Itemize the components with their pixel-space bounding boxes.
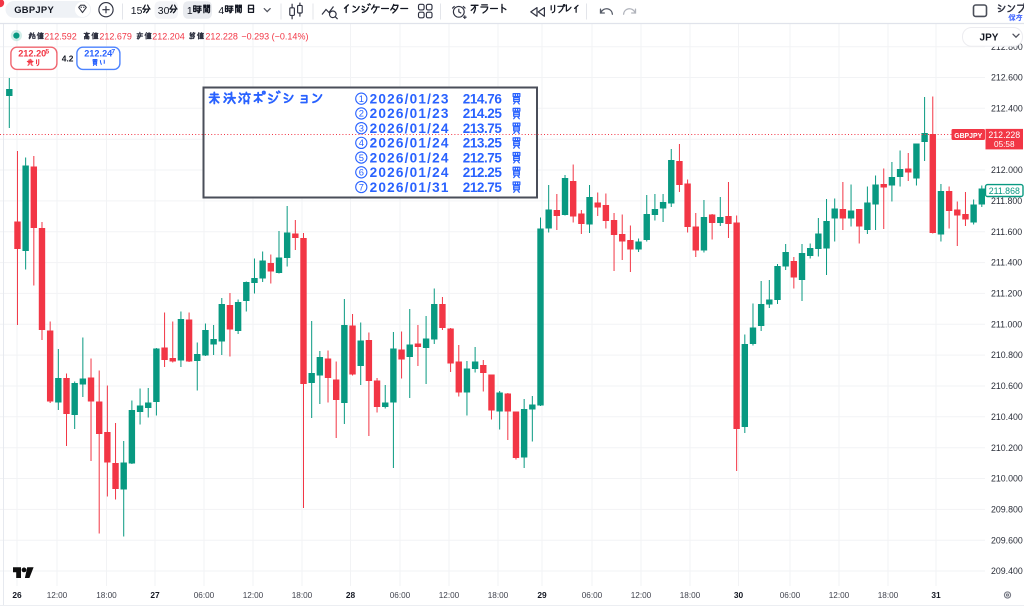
svg-text:210.800: 210.800 [991,350,1023,360]
svg-text:4: 4 [218,6,224,17]
svg-text:214.76: 214.76 [463,92,503,107]
svg-text:5: 5 [359,152,364,163]
svg-text:18:00: 18:00 [96,591,117,600]
svg-text:210.400: 210.400 [991,412,1023,422]
svg-text:209.800: 209.800 [991,505,1023,515]
svg-text:212.600: 212.600 [991,73,1023,83]
svg-text:212.75: 212.75 [463,180,503,195]
svg-text:2026/01/31: 2026/01/31 [370,180,450,195]
svg-text:30: 30 [734,590,744,600]
svg-text:213.25: 213.25 [463,136,503,151]
svg-text:06:00: 06:00 [390,591,411,600]
svg-text:3: 3 [359,122,364,133]
svg-text:2026/01/24: 2026/01/24 [370,121,450,136]
svg-text:06:00: 06:00 [780,591,801,600]
svg-text:1: 1 [359,93,364,104]
svg-text:2026/01/24: 2026/01/24 [370,165,450,180]
svg-text:211.800: 211.800 [991,196,1022,206]
svg-text:2026/01/24: 2026/01/24 [370,136,450,151]
svg-text:7: 7 [359,181,364,192]
svg-text:212.679: 212.679 [99,31,132,41]
svg-text:GBPJPY: GBPJPY [14,4,54,15]
svg-text:−0.293 (−0.14%): −0.293 (−0.14%) [241,31,308,41]
svg-text:26: 26 [12,590,22,600]
svg-text:18:00: 18:00 [488,591,509,600]
svg-text:212.228: 212.228 [205,31,238,41]
svg-text:6: 6 [359,167,364,178]
svg-text:12:00: 12:00 [829,591,850,600]
svg-text:15: 15 [131,6,143,17]
svg-text:06:00: 06:00 [582,591,603,600]
svg-text:1: 1 [187,6,193,17]
svg-text:209.600: 209.600 [991,535,1023,545]
svg-text:213.75: 213.75 [463,121,503,136]
svg-text:4.2: 4.2 [62,53,74,63]
svg-text:18:00: 18:00 [878,591,899,600]
svg-text:212.400: 212.400 [991,103,1023,113]
svg-text:209.400: 209.400 [991,566,1023,576]
svg-text:210.600: 210.600 [991,381,1023,391]
svg-text:211.000: 211.000 [991,319,1022,329]
svg-text:05:58: 05:58 [994,140,1015,149]
svg-text:27: 27 [150,590,160,600]
svg-text:211.400: 211.400 [991,258,1022,268]
svg-text:12:00: 12:00 [243,591,264,600]
svg-text:29: 29 [537,590,547,600]
svg-text:212.25: 212.25 [463,165,503,180]
svg-text:211.200: 211.200 [991,289,1022,299]
svg-text:2026/01/23: 2026/01/23 [370,92,450,107]
svg-text:4: 4 [359,137,364,148]
svg-text:12:00: 12:00 [439,591,460,600]
svg-text:212.20: 212.20 [18,48,46,58]
svg-text:2: 2 [359,108,364,119]
svg-text:JPY: JPY [980,32,999,43]
svg-text:31: 31 [931,590,941,600]
svg-text:212.204: 212.204 [152,31,185,41]
svg-text:5: 5 [45,49,49,56]
svg-text:211.868: 211.868 [989,186,1020,196]
svg-text:12:00: 12:00 [47,591,68,600]
svg-text:212.000: 212.000 [991,165,1023,175]
svg-text:2026/01/23: 2026/01/23 [370,106,450,121]
svg-text:212.228: 212.228 [988,130,1020,140]
svg-text:28: 28 [346,590,356,600]
svg-text:30: 30 [158,6,170,17]
svg-text:210.200: 210.200 [991,443,1023,453]
svg-text:211.600: 211.600 [991,227,1022,237]
svg-text:06:00: 06:00 [194,591,215,600]
svg-text:2026/01/24: 2026/01/24 [370,150,450,165]
svg-text:18:00: 18:00 [292,591,313,600]
svg-text:12:00: 12:00 [631,591,652,600]
svg-text:212.75: 212.75 [463,150,503,165]
svg-text:212.592: 212.592 [44,31,77,41]
svg-text:210.000: 210.000 [991,474,1023,484]
svg-text:GBPJPY: GBPJPY [954,133,982,140]
svg-text:18:00: 18:00 [680,591,701,600]
svg-text:214.25: 214.25 [463,106,503,121]
svg-text:212.24: 212.24 [84,48,113,58]
svg-text:7: 7 [111,49,115,56]
